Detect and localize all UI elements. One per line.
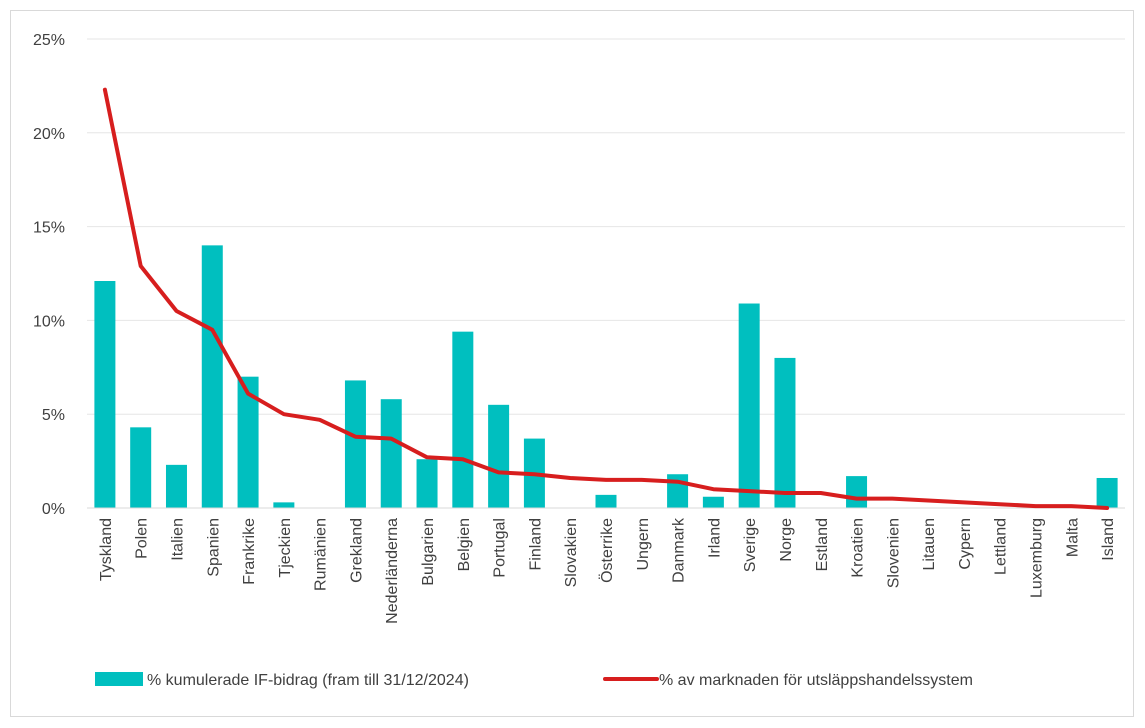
bar — [130, 427, 152, 508]
x-tick-label: Rumänien — [313, 518, 330, 591]
x-tick-label: Luxemburg — [1029, 518, 1046, 598]
x-tick-label: Ungern — [635, 518, 652, 570]
x-tick-label: Irland — [706, 518, 723, 558]
x-tick-label: Litauen — [921, 518, 938, 571]
x-tick-label: Nederländerna — [384, 518, 401, 624]
bar — [488, 404, 510, 508]
series-line — [102, 87, 1110, 510]
x-tick-label: Portugal — [492, 518, 509, 578]
bar — [165, 464, 187, 508]
x-tick-label: Tyskland — [98, 518, 115, 581]
bar — [846, 476, 868, 508]
y-tick-label: 20% — [33, 126, 65, 143]
bar — [94, 281, 116, 508]
x-tick-label: Malta — [1064, 518, 1081, 557]
y-tick-label: 15% — [33, 220, 65, 237]
x-tick-label: Polen — [134, 518, 151, 559]
bar — [452, 331, 474, 508]
bar — [667, 474, 689, 508]
chart-canvas: 0% 5% 10% 15% 20% 25% Tyskland Polen Italien Spa… — [33, 32, 1125, 689]
x-tick-label: Norge — [778, 518, 795, 562]
legend: % kumulerade IF-bidrag (fram till 31/12/… — [95, 672, 973, 689]
x-tick-label: Danmark — [671, 517, 688, 583]
x-tick-label: Lettland — [993, 518, 1010, 575]
x-tick-label: Slovenien — [885, 518, 902, 588]
x-tick-label: Italien — [169, 518, 186, 561]
bar — [1096, 477, 1118, 508]
bar — [380, 399, 402, 508]
gridlines — [87, 38, 1125, 415]
y-tick-label: 10% — [33, 313, 65, 330]
y-axis-ticks: 0% 5% 10% 15% 20% 25% — [33, 32, 65, 518]
legend-label-line: % av marknaden för utsläppshandelssystem — [659, 672, 973, 689]
x-tick-label: Belgien — [456, 518, 473, 571]
x-tick-label: Tjeckien — [277, 518, 294, 578]
bar — [416, 459, 438, 508]
x-tick-label: Estland — [814, 518, 831, 571]
x-tick-label: Österrike — [598, 518, 616, 583]
bar — [702, 496, 724, 508]
x-tick-label: Finland — [527, 518, 544, 570]
bar — [273, 502, 295, 508]
y-tick-label: 25% — [33, 32, 65, 49]
bar — [201, 245, 223, 509]
bar — [237, 376, 259, 508]
x-tick-label: Kroatien — [850, 518, 867, 578]
x-axis-ticks: Tyskland Polen Italien Spanien Frankrike Tjec… — [98, 517, 1117, 624]
bar — [774, 357, 796, 508]
x-tick-label: Cypern — [957, 518, 974, 570]
y-tick-label: 5% — [42, 407, 65, 424]
x-tick-label: Spanien — [205, 518, 222, 577]
chart-frame: 0% 5% 10% 15% 20% 25% Tyskland Polen Italien Spa… — [10, 10, 1134, 717]
bar — [344, 380, 366, 508]
bar — [595, 494, 617, 508]
x-tick-label: Grekland — [348, 518, 365, 583]
legend-label-bar: % kumulerade IF-bidrag (fram till 31/12/… — [147, 672, 469, 689]
legend-swatch-bar — [95, 672, 143, 686]
x-tick-label: Island — [1100, 518, 1117, 561]
bar-series — [94, 245, 1118, 509]
x-tick-label: Sverige — [742, 518, 759, 572]
bar — [738, 303, 760, 508]
y-tick-label: 0% — [42, 501, 65, 518]
x-tick-label: Slovakien — [563, 518, 580, 587]
line-series — [102, 87, 1110, 510]
x-tick-label: Bulgarien — [420, 518, 437, 586]
x-tick-label: Frankrike — [241, 518, 258, 585]
